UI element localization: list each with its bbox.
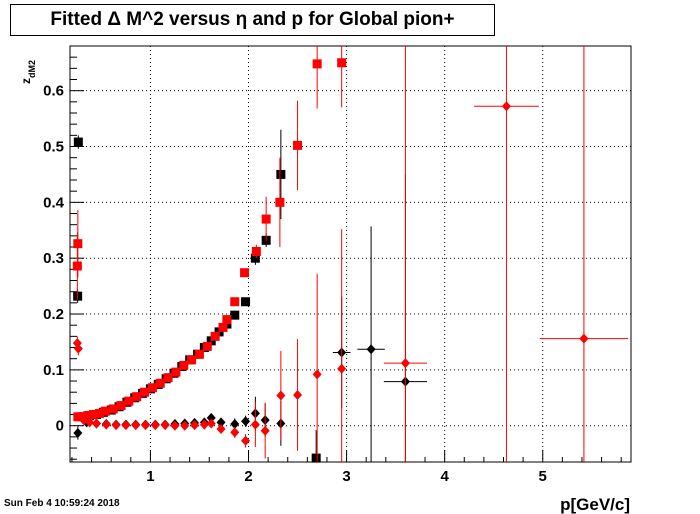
data-point-square xyxy=(155,378,165,388)
data-point-diamond xyxy=(170,420,180,431)
data-point-diamond xyxy=(180,420,190,431)
x-tick-label: 5 xyxy=(539,468,547,485)
y-tick-label: 0.1 xyxy=(43,362,64,379)
data-point-square xyxy=(94,408,104,418)
data-point-diamond xyxy=(190,420,200,431)
x-tick-label: 3 xyxy=(342,468,350,485)
x-tick-label: 1 xyxy=(146,468,154,485)
data-point-diamond xyxy=(206,418,216,429)
x-tick-label: 4 xyxy=(440,468,449,485)
data-point-diamond xyxy=(579,333,589,344)
data-point-diamond xyxy=(73,427,83,438)
data-point-diamond xyxy=(141,420,151,431)
data-point-square xyxy=(250,253,260,263)
data-point-diamond xyxy=(101,419,111,430)
data-point-diamond xyxy=(111,420,121,431)
data-point-square xyxy=(276,169,286,179)
y-tick-label: 0.5 xyxy=(43,139,64,156)
y-axis-label: zdM2 xyxy=(19,60,37,84)
x-tick-label: 2 xyxy=(244,468,252,485)
data-point-square xyxy=(73,137,83,147)
data-point-diamond xyxy=(73,343,83,354)
data-point-diamond xyxy=(276,390,286,401)
y-tick-label: 0.4 xyxy=(43,194,65,211)
y-tick-label: 0 xyxy=(56,418,64,435)
data-point-square xyxy=(293,140,303,150)
data-point-square xyxy=(179,360,189,370)
x-axis-label: p[GeV/c] xyxy=(560,495,630,514)
data-point-diamond xyxy=(230,419,240,430)
data-point-diamond xyxy=(160,420,170,431)
data-point-diamond xyxy=(366,344,376,355)
data-point-diamond xyxy=(501,101,511,112)
data-point-diamond xyxy=(206,412,216,423)
data-point-diamond xyxy=(121,420,131,431)
data-point-diamond xyxy=(241,435,251,446)
data-point-diamond xyxy=(337,363,347,374)
data-point-diamond xyxy=(260,425,270,436)
data-point-square xyxy=(163,373,173,383)
data-point-diamond xyxy=(85,417,95,428)
data-point-diamond xyxy=(250,419,260,430)
data-point-square xyxy=(241,297,251,307)
data-point-square xyxy=(124,396,134,406)
y-tick-label: 0.2 xyxy=(43,306,64,323)
data-point-diamond xyxy=(131,420,141,431)
data-point-square xyxy=(202,341,212,351)
data-points xyxy=(72,46,629,463)
data-point-square xyxy=(194,349,204,359)
plot-frame xyxy=(69,45,632,463)
data-point-square xyxy=(218,322,228,332)
data-point-square xyxy=(261,214,271,224)
axis-ticks: 1 2 3 4 5 0 0.1 0.2 0.3 0.4 0.5 0.6 xyxy=(43,56,622,485)
data-point-square xyxy=(230,297,240,307)
data-point-square xyxy=(140,387,150,397)
data-point-diamond xyxy=(150,420,160,431)
data-point-diamond xyxy=(293,389,303,400)
data-point-square xyxy=(147,383,157,393)
data-point-square xyxy=(100,406,110,416)
data-point-square xyxy=(230,310,240,320)
timestamp: Sun Feb 4 10:59:24 2018 xyxy=(4,498,120,509)
data-point-diamond xyxy=(400,358,410,369)
data-point-square xyxy=(132,392,142,402)
data-point-square xyxy=(311,453,321,463)
data-point-square xyxy=(251,246,261,256)
data-point-square xyxy=(337,58,347,68)
data-point-diamond xyxy=(312,369,322,380)
data-point-diamond xyxy=(216,417,226,428)
data-point-square xyxy=(72,261,82,271)
data-point-square xyxy=(77,412,87,422)
data-point-square xyxy=(240,268,250,278)
data-point-square xyxy=(171,367,181,377)
data-point-diamond xyxy=(216,424,226,435)
data-point-square xyxy=(222,315,232,325)
data-point-square xyxy=(116,401,126,411)
data-point-diamond xyxy=(199,419,209,430)
data-point-square xyxy=(312,59,322,69)
data-point-diamond xyxy=(230,427,240,438)
data-point-square xyxy=(275,197,285,207)
data-point-diamond xyxy=(91,418,101,429)
y-tick-label: 0.6 xyxy=(43,83,64,100)
data-point-square xyxy=(108,404,118,414)
grid xyxy=(70,46,631,462)
y-tick-label: 0.3 xyxy=(43,250,64,267)
data-point-square xyxy=(210,331,220,341)
data-point-diamond xyxy=(241,416,251,427)
chart-title: Fitted Δ M^2 versus η and p for Global p… xyxy=(10,4,495,36)
data-point-square xyxy=(83,411,93,421)
data-point-square xyxy=(89,410,99,420)
data-point-square xyxy=(187,355,197,365)
